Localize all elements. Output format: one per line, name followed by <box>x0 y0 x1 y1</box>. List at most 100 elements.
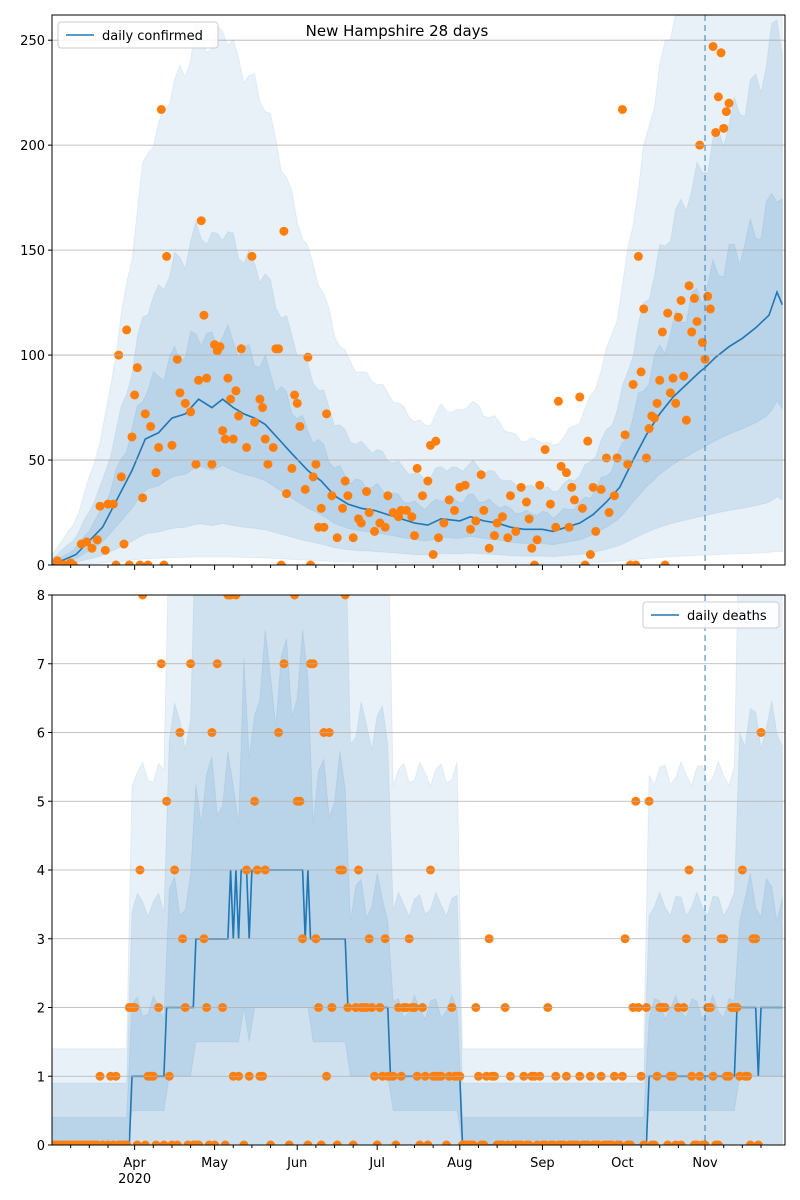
data-point <box>282 489 292 499</box>
data-point <box>159 560 169 565</box>
band-outer <box>52 15 783 565</box>
data-point <box>348 533 358 543</box>
data-point <box>612 453 622 463</box>
data-point <box>138 595 148 600</box>
data-point <box>316 1140 326 1145</box>
y-tick-label: 200 <box>20 139 45 154</box>
data-point <box>489 531 499 541</box>
data-point <box>580 560 590 565</box>
data-point <box>87 543 97 553</box>
data-point <box>159 1140 169 1145</box>
data-point <box>122 325 132 335</box>
data-point <box>220 434 230 444</box>
data-point <box>194 375 204 385</box>
data-point <box>625 1140 635 1145</box>
data-point <box>657 327 667 337</box>
data-point <box>290 595 300 600</box>
data-point <box>553 396 563 406</box>
x-tick-label: 2020 <box>118 1172 151 1187</box>
legend-box <box>642 601 780 629</box>
data-point <box>356 518 366 528</box>
data-point <box>711 128 721 138</box>
data-point <box>132 1140 142 1145</box>
data-point <box>449 505 459 515</box>
data-point <box>623 459 633 469</box>
data-point <box>444 495 454 505</box>
data-point <box>391 1140 401 1145</box>
plot-area <box>52 15 784 565</box>
data-point <box>668 373 678 383</box>
data-point <box>154 442 164 452</box>
data-point <box>745 1140 755 1145</box>
chart-title: New Hampshire 28 days <box>306 22 489 40</box>
data-point <box>234 411 244 421</box>
data-point <box>380 522 390 532</box>
data-point <box>247 251 257 261</box>
data-point <box>239 1140 249 1145</box>
legend-box <box>57 21 219 49</box>
y-tick-label: 0 <box>37 559 45 574</box>
data-point <box>583 436 593 446</box>
data-point <box>258 403 268 413</box>
data-point <box>111 560 121 565</box>
data-point <box>639 1140 649 1145</box>
data-point <box>564 522 574 532</box>
data-point <box>681 415 691 425</box>
data-point <box>724 98 734 108</box>
y-tick-label: 50 <box>28 454 45 469</box>
data-point <box>417 491 427 501</box>
data-point <box>268 442 278 452</box>
data-point <box>287 463 297 473</box>
data-point <box>226 394 236 404</box>
data-point <box>210 1140 220 1145</box>
data-point <box>332 1140 342 1145</box>
x-tick-label: Aug <box>447 1156 472 1171</box>
data-point <box>236 344 246 354</box>
data-point <box>615 1140 625 1145</box>
data-point <box>716 48 726 58</box>
data-point <box>66 558 76 565</box>
data-point <box>116 472 126 482</box>
data-point <box>639 304 649 314</box>
data-point <box>423 476 433 486</box>
data-point <box>311 459 321 469</box>
data-point <box>689 293 699 303</box>
data-point <box>242 442 252 452</box>
data-point <box>708 41 718 51</box>
data-point <box>503 533 513 543</box>
x-tick-label: Sep <box>530 1156 555 1171</box>
data-point <box>671 398 681 408</box>
x-tick-label: Apr <box>123 1156 146 1171</box>
data-point <box>127 432 137 442</box>
data-point <box>439 518 449 528</box>
data-point <box>295 421 305 431</box>
data-point <box>162 251 172 261</box>
data-point <box>372 1140 382 1145</box>
y-tick-label: 5 <box>37 795 45 810</box>
data-point <box>306 560 316 565</box>
y-tick-label: 6 <box>37 727 45 742</box>
data-point <box>497 512 507 522</box>
x-tick-label: Nov <box>692 1156 718 1171</box>
data-point <box>348 1140 358 1145</box>
data-point <box>266 1140 276 1145</box>
data-point <box>146 421 156 431</box>
data-point <box>410 531 420 541</box>
data-point <box>92 535 102 545</box>
data-point <box>620 430 630 440</box>
data-point <box>465 524 475 534</box>
data-point <box>223 373 233 383</box>
data-point <box>276 560 286 565</box>
data-point <box>700 1140 710 1145</box>
data-point <box>721 107 731 117</box>
data-point <box>292 398 302 408</box>
data-point <box>641 453 651 463</box>
y-tick-label: 250 <box>20 34 45 49</box>
y-tick-label: 3 <box>37 933 45 948</box>
data-point <box>228 434 238 444</box>
data-point <box>676 1140 686 1145</box>
data-point <box>303 352 313 362</box>
data-point <box>713 1140 723 1145</box>
data-point <box>441 1140 451 1145</box>
axes-frame <box>51 14 786 566</box>
